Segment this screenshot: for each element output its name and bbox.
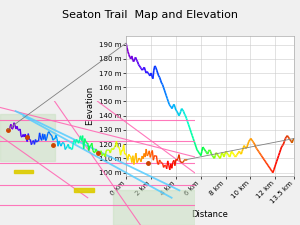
Text: Seaton Trail  Map and Elevation: Seaton Trail Map and Elevation	[62, 10, 238, 20]
Bar	[113, 190, 195, 225]
X-axis label: Distance: Distance	[192, 210, 228, 219]
Bar	[0, 114, 55, 161]
Bar	[74, 189, 94, 191]
Y-axis label: Elevation: Elevation	[85, 86, 94, 125]
Bar	[14, 170, 33, 173]
